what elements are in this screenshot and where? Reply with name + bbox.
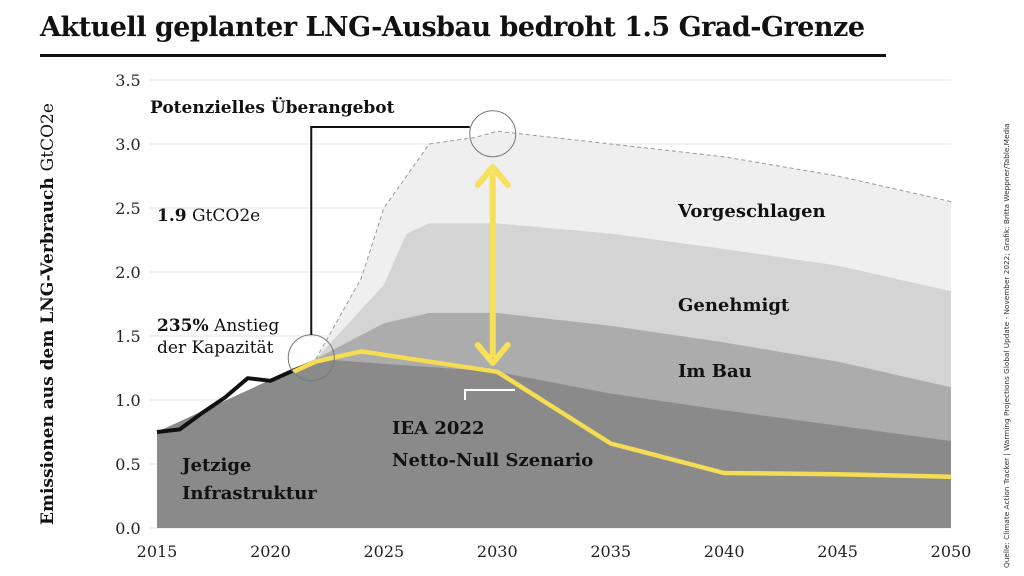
y-tick-label: 3.5 [115,71,140,90]
x-tick-label: 2015 [137,542,178,561]
line-series [156,130,952,480]
historic-line [156,359,317,434]
y-tick-label: 2.5 [115,199,140,218]
annotations [287,110,517,400]
iea-label-connector [464,389,515,400]
x-tick-label: 2035 [590,542,631,561]
x-tick-label: 2050 [931,542,972,561]
x-tick-label: 2020 [250,542,291,561]
oversupply-leader-line [310,126,470,335]
label-netto-null-szenario: Netto-Null Szenario [392,450,593,471]
oversupply-arrow-head-down [474,342,511,366]
area-series [157,131,951,528]
title-underline [40,54,886,57]
capacity-increase-label: 235% Anstieg [157,316,279,336]
value-1-9-label: 1.9 GtCO2e [157,206,260,226]
series-labels: Potenzielles Überangebot 1.9 GtCO2e 235% A… [38,97,826,525]
x-tick-label: 2040 [704,542,745,561]
capacity-increase-label-line2: der Kapazität [157,338,274,358]
y-tick-label: 0.0 [115,519,140,538]
oversupply-marker-circle [469,110,517,158]
iea-netto-null-line [292,349,952,480]
x-tick-label: 2045 [817,542,858,561]
vorgeschlagen-outline [315,130,952,360]
y-tick-label: 1.5 [115,327,140,346]
label-infrastruktur: Infrastruktur [182,483,317,504]
label-vorgeschlagen: Vorgeschlagen [677,201,826,222]
label-im-bau: Im Bau [678,361,752,382]
x-tick-label: 2025 [363,542,404,561]
area-jetzige-infrastruktur [157,359,951,528]
y-axis-label: Emissionen aus dem LNG-Verbrauch GtCO2e [38,103,58,525]
label-genehmigt: Genehmigt [678,295,790,316]
y-tick-label: 2.0 [115,263,140,282]
x-tick-label: 2030 [477,542,518,561]
source-note: Quelle: Climate Action Tracker | Warming… [1002,123,1011,568]
axis-ticks: 0.0 0.5 1.0 1.5 2.0 2.5 3.0 3.5 2015 2020 2025 2030… [115,71,971,561]
chart-title: Aktuell geplanter LNG-Ausbau bedroht 1.5… [40,12,865,43]
y-tick-label: 1.0 [115,391,140,410]
y-tick-label: 0.5 [115,455,140,474]
oversupply-label: Potenzielles Überangebot [150,97,395,118]
label-iea-2022: IEA 2022 [392,418,484,439]
oversupply-arrow-head-up [474,164,511,188]
label-jetzige: Jetzige [180,455,251,476]
y-tick-label: 3.0 [115,135,140,154]
